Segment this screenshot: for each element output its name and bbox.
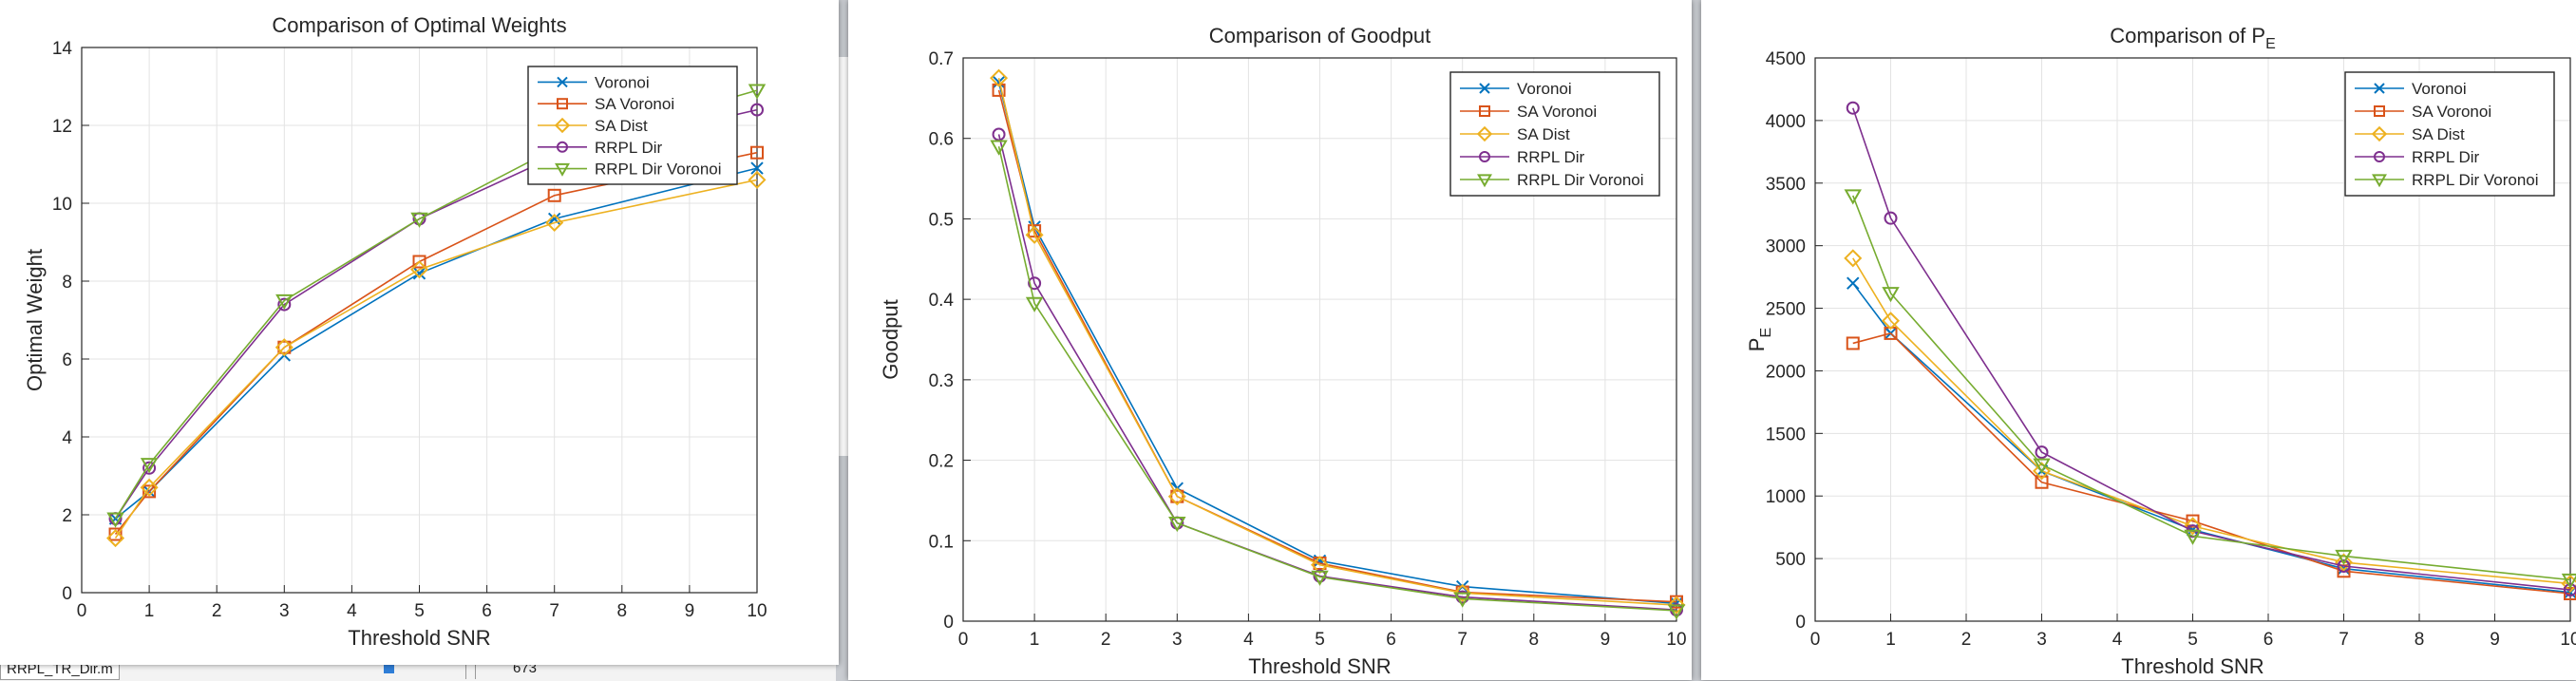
chart-title-main: Comparison of P — [2110, 24, 2265, 47]
x-tick-label: 1 — [1030, 630, 1040, 650]
x-tick-label: 1 — [144, 601, 155, 621]
y-tick-label: 0 — [62, 584, 72, 604]
x-tick-label: 0 — [77, 601, 87, 621]
legend-label: SA Dist — [1517, 125, 1570, 143]
legend-label: SA Voronoi — [2412, 103, 2491, 121]
x-axis-label: Threshold SNR — [2121, 654, 2263, 678]
y-tick-label: 0.3 — [929, 371, 954, 391]
legend-label: RRPL Dir — [595, 139, 662, 157]
legend-label: RRPL Dir — [2412, 148, 2479, 166]
legend-label: Voronoi — [595, 73, 650, 91]
y-tick-label: 2 — [62, 506, 72, 526]
chart-pe: 0 1 2 3 4 5 6 7 8 9 10 0 500 1000 1500 2000 2500 3000 3500… — [1701, 0, 2576, 680]
y-tick-label: 3500 — [1766, 175, 1806, 195]
chart-title-subscript: E — [2265, 36, 2276, 52]
y-tick-label: 0.1 — [929, 532, 954, 552]
y-axis-label: Optimal Weight — [23, 249, 47, 391]
x-tick-label: 9 — [2490, 630, 2500, 650]
legend-label: SA Voronoi — [1517, 103, 1597, 121]
x-axis-label: Threshold SNR — [1248, 654, 1391, 678]
y-tick-label: 2000 — [1766, 362, 1806, 382]
x-tick-label: 2 — [1101, 630, 1111, 650]
y-tick-label: 4 — [62, 428, 72, 448]
x-tick-label: 2 — [212, 601, 222, 621]
x-tick-label: 5 — [1315, 630, 1325, 650]
y-axis-label: Goodput — [879, 299, 902, 379]
y-axis-label-subscript: E — [1758, 328, 1774, 338]
x-tick-label: 8 — [2415, 630, 2425, 650]
y-axis-label-main: P — [1745, 337, 1769, 351]
chart-title: Comparison of Goodput — [1209, 24, 1431, 47]
legend-label: RRPL Dir Voronoi — [2412, 171, 2539, 189]
y-tick-label: 12 — [52, 117, 72, 137]
x-tick-label: 1 — [1885, 630, 1896, 650]
x-tick-label: 7 — [1457, 630, 1468, 650]
legend-label: SA Voronoi — [595, 95, 674, 113]
x-tick-label: 3 — [279, 601, 290, 621]
x-tick-label: 2 — [1961, 630, 1972, 650]
legend: Voronoi SA Voronoi SA Dist RRPL Dir RRPL Dir… — [2345, 72, 2554, 196]
legend: Voronoi SA Voronoi SA Dist RRPL Dir RRPL Dir… — [1450, 72, 1659, 196]
y-tick-label: 0.6 — [929, 130, 954, 150]
legend-label: RRPL Dir Voronoi — [595, 161, 722, 179]
x-tick-label: 3 — [1172, 630, 1183, 650]
y-tick-label: 6 — [62, 350, 72, 370]
x-tick-label: 3 — [2036, 630, 2047, 650]
x-tick-label: 6 — [1386, 630, 1396, 650]
x-tick-label: 8 — [1529, 630, 1540, 650]
x-tick-label: 0 — [1810, 630, 1821, 650]
y-tick-label: 500 — [1775, 550, 1806, 570]
x-tick-label: 7 — [549, 601, 559, 621]
x-tick-label: 6 — [2263, 630, 2274, 650]
legend-label: Voronoi — [2412, 80, 2467, 98]
x-tick-label: 10 — [1666, 630, 1686, 650]
x-tick-label: 4 — [347, 601, 357, 621]
legend-label: RRPL Dir Voronoi — [1517, 171, 1644, 189]
chart-goodput: 0 1 2 3 4 5 6 7 8 9 10 0 0.1 0.2 0.3 0.4 0.5 0.6 0.7 Compar… — [848, 0, 1692, 680]
legend-label: RRPL Dir — [1517, 148, 1584, 166]
x-tick-label: 5 — [2188, 630, 2198, 650]
y-tick-label: 8 — [62, 273, 72, 293]
chart-title: Comparison of Optimal Weights — [272, 13, 566, 37]
figure-window-goodput[interactable]: 0 1 2 3 4 5 6 7 8 9 10 0 0.1 0.2 0.3 0.4 0.5 0.6 0.7 Compar… — [848, 0, 1692, 680]
y-tick-label: 1000 — [1766, 487, 1806, 507]
y-tick-label: 10 — [52, 195, 72, 215]
legend-label: SA Dist — [2412, 125, 2465, 143]
legend-label: SA Dist — [595, 117, 648, 135]
x-tick-label: 4 — [1243, 630, 1254, 650]
x-tick-label: 5 — [414, 601, 425, 621]
x-tick-label: 0 — [958, 630, 969, 650]
figure-window-pe[interactable]: 0 1 2 3 4 5 6 7 8 9 10 0 500 1000 1500 2000 2500 3000 3500… — [1701, 0, 2576, 680]
x-tick-label: 9 — [1601, 630, 1611, 650]
x-tick-label: 10 — [747, 601, 767, 621]
legend-label: Voronoi — [1517, 80, 1572, 98]
y-tick-label: 1500 — [1766, 425, 1806, 445]
x-tick-label: 9 — [685, 601, 695, 621]
x-tick-label: 6 — [482, 601, 492, 621]
x-axis-label: Threshold SNR — [348, 626, 490, 650]
y-tick-label: 0.7 — [929, 49, 954, 69]
y-tick-label: 3000 — [1766, 237, 1806, 257]
y-tick-label: 0 — [1795, 613, 1806, 633]
y-tick-label: 4500 — [1766, 49, 1806, 69]
chart-title: Comparison of PE — [2110, 24, 2276, 52]
y-tick-label: 4000 — [1766, 112, 1806, 132]
y-axis-label: PE — [1745, 328, 1774, 351]
y-tick-label: 0.4 — [929, 291, 955, 311]
y-tick-label: 0.2 — [929, 452, 954, 472]
legend: Voronoi SA Voronoi SA Dist RRPL Dir RRPL Dir… — [528, 66, 737, 184]
x-tick-label: 10 — [2560, 630, 2576, 650]
y-tick-label: 0.5 — [929, 210, 954, 230]
y-tick-label: 2500 — [1766, 300, 1806, 320]
y-tick-label: 14 — [52, 39, 73, 59]
x-tick-label: 8 — [617, 601, 628, 621]
y-tick-label: 0 — [943, 613, 954, 633]
x-tick-label: 4 — [2112, 630, 2123, 650]
x-tick-label: 7 — [2339, 630, 2349, 650]
